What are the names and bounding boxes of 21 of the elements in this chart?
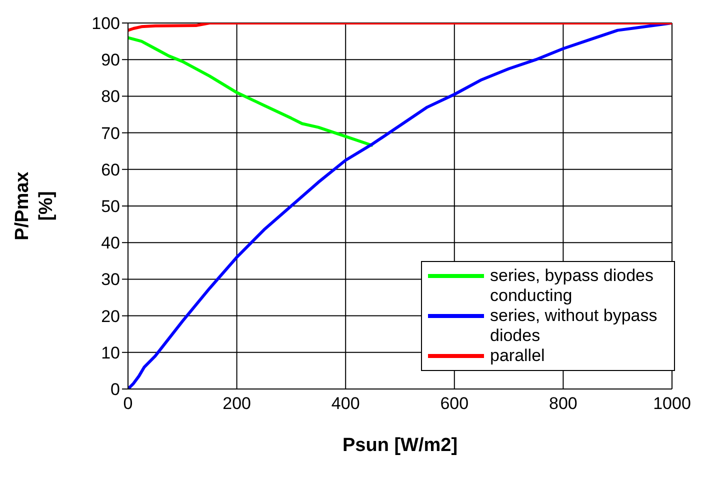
x-tick-label: 800 — [549, 394, 578, 414]
y-tick-label: 70 — [101, 124, 120, 143]
legend-label: parallel — [490, 346, 545, 366]
y-tick-label: 30 — [101, 270, 120, 290]
x-tick-label: 600 — [440, 394, 469, 414]
y-tick-label: 20 — [101, 306, 120, 326]
x-tick-label: 200 — [222, 394, 251, 414]
x-tick-label: 400 — [331, 394, 360, 414]
x-axis-title: Psun [W/m2] — [342, 435, 458, 456]
y-tick-label: 90 — [101, 50, 120, 70]
y-tick-label: 10 — [101, 343, 120, 362]
y-tick-label: 40 — [101, 234, 120, 253]
y-tick-label: 100 — [92, 14, 120, 34]
y-tick-label: 50 — [101, 197, 120, 216]
y-tick-label: 0 — [110, 380, 120, 400]
y-axis-title: P/Pmax [%] — [12, 171, 57, 240]
y-tick-label: 80 — [101, 87, 120, 106]
x-tick-label: 1000 — [653, 394, 691, 414]
x-tick-label: 0 — [123, 394, 133, 414]
y-tick-label: 60 — [101, 160, 120, 180]
line-series — [128, 36, 374, 148]
